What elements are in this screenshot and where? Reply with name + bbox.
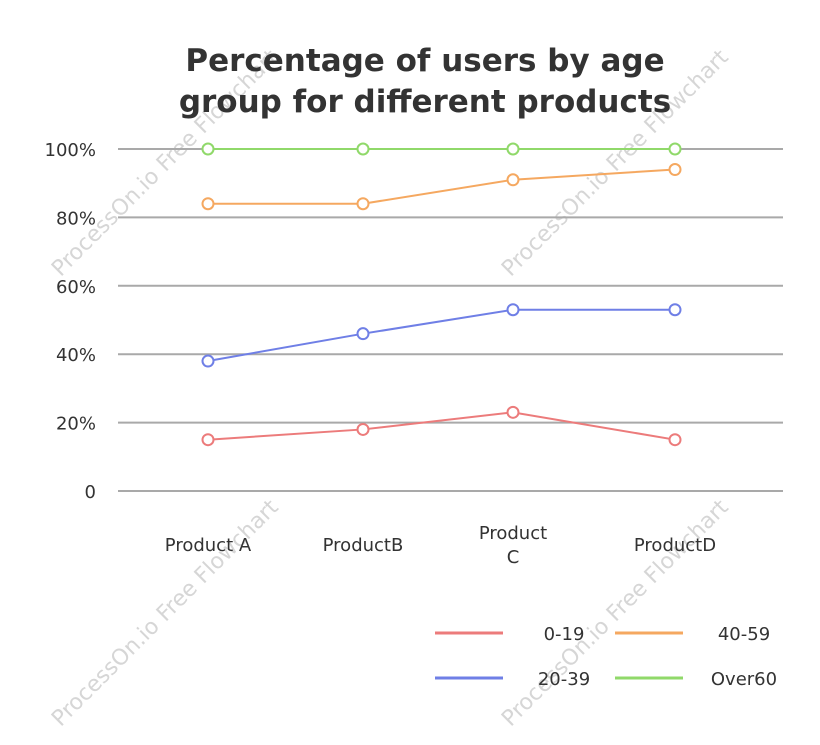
watermark-layer: ProcessOn.io Free Flowchart ProcessOn.io … [47, 45, 734, 732]
data-point [506, 142, 520, 156]
data-point [201, 354, 215, 368]
data-point [201, 142, 215, 156]
data-point [201, 433, 215, 447]
legend-label: 20-39 [538, 669, 590, 690]
data-point [668, 142, 682, 156]
y-tick-label: 0 [85, 482, 96, 503]
x-axis-tick-labels: Product A ProductB Product C ProductD [165, 523, 716, 568]
x-tick-label: ProductB [323, 535, 404, 556]
series-line-0-19 [207, 411, 676, 441]
data-point [506, 303, 520, 317]
data-point [506, 173, 520, 187]
legend-item-20-39: 20-39 [435, 669, 590, 690]
data-point [356, 327, 370, 341]
x-tick-label: Product A [165, 535, 252, 556]
watermark-text-1: ProcessOn.io Free Flowchart [47, 45, 284, 282]
y-axis-tick-labels: 0 20% 40% 60% 80% 100% [45, 140, 96, 503]
y-tick-label: 100% [45, 140, 96, 161]
legend-item-Over60: Over60 [615, 669, 777, 690]
data-point [356, 142, 370, 156]
x-tick-label: Product C [479, 523, 547, 568]
series-20-39 [201, 303, 682, 368]
chart-title-line-1: Percentage of users by age [185, 43, 664, 79]
series-40-59 [201, 163, 682, 211]
data-point [356, 422, 370, 436]
legend-label: 0-19 [544, 624, 585, 645]
series-line-40-59 [208, 168, 676, 205]
y-tick-label: 80% [56, 208, 96, 229]
y-tick-label: 40% [56, 345, 96, 366]
data-point [356, 197, 370, 211]
chart-title-line-2: group for different products [179, 84, 671, 120]
y-tick-label: 20% [56, 414, 96, 435]
data-point [668, 303, 682, 317]
y-tick-label: 60% [56, 277, 96, 298]
series-Over60 [201, 142, 682, 156]
series-line-20-39 [207, 308, 675, 363]
data-point [668, 163, 682, 177]
data-point [201, 197, 215, 211]
data-point [668, 433, 682, 447]
legend-label: Over60 [711, 669, 777, 690]
legend-label: 40-59 [718, 624, 770, 645]
series-layer [201, 142, 682, 447]
watermark-text-2: ProcessOn.io Free Flowchart [497, 45, 734, 282]
legend-item-0-19: 0-19 [435, 624, 584, 645]
x-tick-label: ProductD [634, 535, 716, 556]
series-0-19 [201, 405, 682, 447]
watermark-text-3: ProcessOn.io Free Flowchart [47, 495, 284, 732]
legend: 0-19 20-39 40-59 Over60 [435, 624, 777, 690]
data-point [506, 405, 520, 419]
legend-item-40-59: 40-59 [615, 624, 770, 645]
